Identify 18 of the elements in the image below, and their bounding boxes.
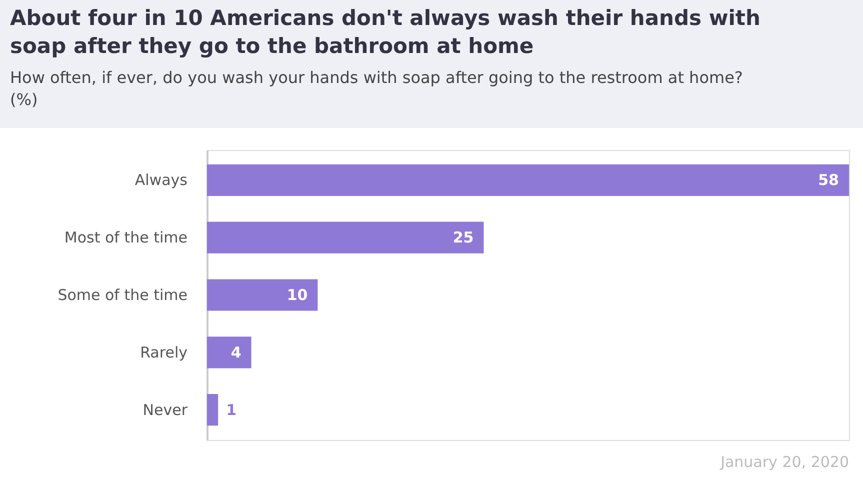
- bar: [207, 164, 849, 196]
- chart-subtitle: How often, if ever, do you wash your hands with soap after going to the restroom at home? (%): [10, 68, 743, 109]
- text: January 20, 2020: [720, 453, 849, 471]
- data-label: 58: [818, 171, 839, 190]
- data-label: 25: [452, 228, 474, 247]
- bar: [207, 279, 318, 311]
- data-label: 4: [230, 343, 242, 362]
- chart-title: About four in 10 Americans don't always wash their hands with soap after they go to the bathroom at home: [10, 6, 760, 58]
- data-label: 1: [226, 400, 237, 419]
- data-label: 10: [286, 286, 308, 304]
- y-tick-label: Some of the time: [58, 286, 188, 304]
- y-tick-label: Most of the time: [64, 228, 188, 247]
- y-tick-label: Rarely: [140, 343, 188, 362]
- y-tick-label: Always: [134, 171, 188, 190]
- bar: [207, 336, 252, 368]
- bar: [207, 394, 218, 426]
- bar: [207, 222, 484, 254]
- y-tick-label: Never: [142, 400, 188, 419]
